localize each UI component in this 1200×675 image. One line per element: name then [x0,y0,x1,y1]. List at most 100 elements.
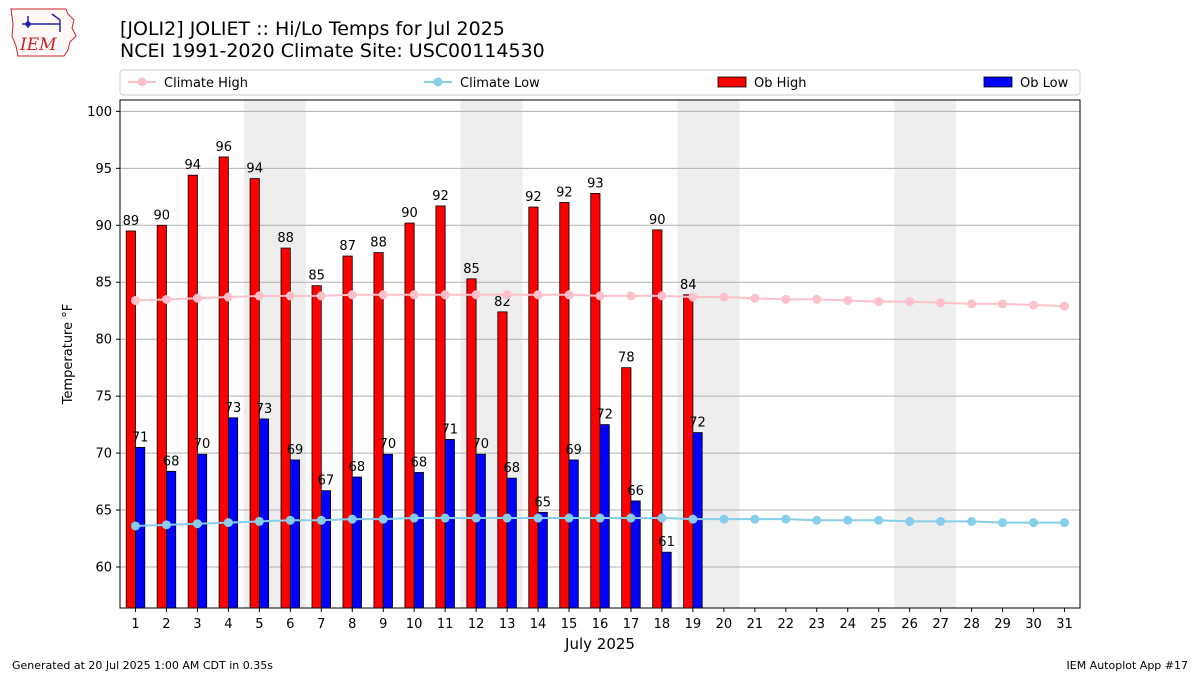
label-ob-low: 71 [132,430,149,445]
climate-high-point [874,297,884,307]
climate-high-point [657,291,667,301]
label-ob-low: 70 [380,437,397,452]
bar-ob-low [568,459,579,609]
climate-high-point [905,297,915,307]
climate-low-point [998,518,1008,528]
x-tick-label: 22 [778,617,795,632]
bar-ob-high [559,202,570,609]
climate-low-point [254,516,264,526]
label-ob-low: 69 [565,443,582,458]
climate-low-point [750,514,760,524]
label-ob-low: 69 [287,443,304,458]
label-ob-high: 90 [649,213,666,228]
x-tick-label: 30 [1025,617,1042,632]
climate-high-point [161,294,171,304]
x-tick-label: 15 [561,617,578,632]
climate-low-point [502,513,512,523]
climate-low-point [471,513,481,523]
bar-ob-low [166,470,177,609]
label-ob-high: 88 [277,231,294,246]
legend-point-marker [137,77,147,87]
legend-label: Climate Low [460,76,540,91]
legend-box [119,69,1081,96]
climate-high-point [409,290,419,300]
x-tick-label: 1 [131,617,139,632]
bar-ob-low [351,476,362,609]
bar-ob-low [475,453,486,609]
climate-high-point [254,291,264,301]
label-ob-low: 61 [658,535,675,550]
climate-low-point [130,521,140,531]
climate-low-point [1029,518,1039,528]
legend-point-marker [433,77,443,87]
climate-high-point [130,295,140,305]
y-tick-label: 75 [95,390,112,405]
climate-low-point [347,514,357,524]
label-ob-high: 84 [680,278,697,293]
x-tick-label: 26 [901,617,918,632]
climate-low-point [626,513,636,523]
bar-ob-high [218,156,229,609]
bar-ob-high [497,311,508,609]
label-ob-high: 92 [556,186,573,201]
bar-ob-high [342,255,353,609]
label-ob-high: 93 [587,176,604,191]
y-tick-label: 70 [95,447,112,462]
x-tick-label: 24 [839,617,856,632]
x-tick-label: 11 [437,617,454,632]
climate-high-point [719,292,729,302]
logo-text: IEM [19,35,57,55]
x-tick-label: 18 [654,617,671,632]
x-axis-label: July 2025 [564,635,635,653]
climate-low-point [440,513,450,523]
x-tick-label: 29 [994,617,1011,632]
weather-station-icon [22,13,61,32]
label-ob-high: 88 [370,236,387,251]
y-axis-label: Temperature °F [61,304,76,405]
climate-high-point [285,291,295,301]
climate-high-point [750,293,760,303]
climate-low-point [223,518,233,528]
x-tick-label: 12 [468,617,485,632]
climate-low-point [781,514,791,524]
bar-ob-high [528,206,539,609]
climate-low-point [967,516,977,526]
climate-high-point [967,299,977,309]
label-ob-low: 68 [503,461,520,476]
x-tick-label: 2 [162,617,170,632]
x-tick-label: 21 [747,617,764,632]
legend-bar-marker [717,76,747,88]
chart-subtitle: NCEI 1991-2020 Climate Site: USC00114530 [120,40,545,62]
bar-ob-high [590,192,601,609]
label-ob-low: 66 [627,484,644,499]
legend: Climate High Climate Low Ob High Ob Low [119,69,1081,96]
bar-ob-high [435,205,446,609]
label-ob-low: 68 [163,454,180,469]
bar-ob-high [373,252,384,609]
climate-low-point [812,515,822,525]
x-tick-label: 6 [286,617,294,632]
climate-low-point [1060,518,1070,528]
climate-high-point [192,293,202,303]
bar-ob-low [444,439,455,609]
bar-ob-high [125,230,136,609]
x-tick-label: 16 [592,617,609,632]
y-tick-label: 85 [95,276,112,291]
chart-title: [JOLI2] JOLIET :: Hi/Lo Temps for Jul 20… [120,18,505,40]
legend-label: Climate High [164,76,248,91]
bar-ob-low [537,511,548,609]
bar-ob-high [156,224,167,609]
x-tick-label: 19 [685,617,702,632]
legend-bar-marker [983,76,1013,88]
climate-high-point [998,299,1008,309]
climate-high-point [347,290,357,300]
x-tick-label: 14 [530,617,547,632]
climate-high-point [440,290,450,300]
bar-ob-high [683,294,694,609]
climate-low-point [688,514,698,524]
x-tick-label: 31 [1056,617,1073,632]
label-ob-low: 65 [534,495,551,510]
climate-high-point [626,291,636,301]
climate-low-point [409,513,419,523]
x-tick-label: 9 [379,617,387,632]
